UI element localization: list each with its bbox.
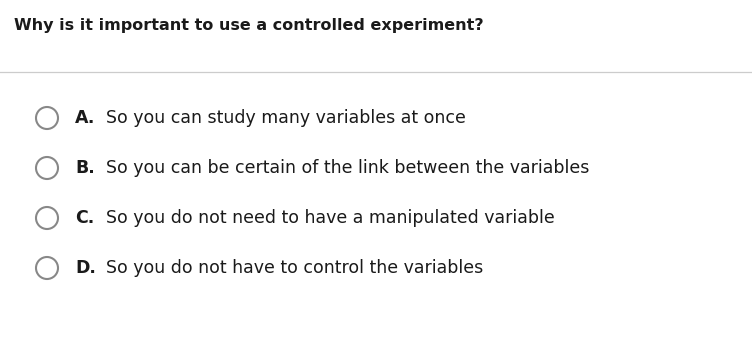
Text: Why is it important to use a controlled experiment?: Why is it important to use a controlled …: [14, 18, 484, 33]
Text: A.: A.: [75, 109, 96, 127]
Text: So you can study many variables at once: So you can study many variables at once: [95, 109, 466, 127]
Text: D.: D.: [75, 259, 96, 277]
Text: So you can be certain of the link between the variables: So you can be certain of the link betwee…: [95, 159, 590, 177]
Text: B.: B.: [75, 159, 95, 177]
Text: So you do not have to control the variables: So you do not have to control the variab…: [95, 259, 484, 277]
Text: C.: C.: [75, 209, 94, 227]
Text: So you do not need to have a manipulated variable: So you do not need to have a manipulated…: [95, 209, 555, 227]
